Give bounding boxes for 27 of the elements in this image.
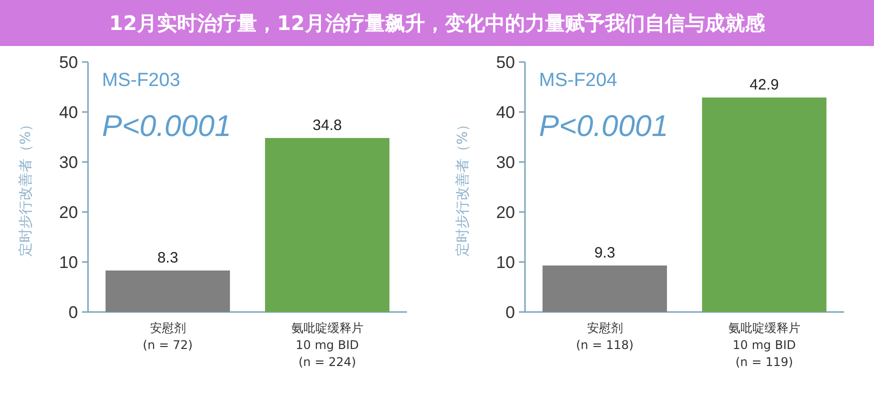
data-label: 8.3 bbox=[157, 250, 178, 266]
x-tick-label: 氨吡啶缓释片 10 mg BID (n = 224) bbox=[291, 321, 364, 369]
y-tick-label: 40 bbox=[59, 103, 78, 122]
y-axis-title: 定时步行改善者（%） bbox=[17, 117, 34, 257]
annotation: P<0.0001 bbox=[539, 110, 668, 143]
chart-title: MS-F204 bbox=[539, 70, 618, 91]
data-label: 42.9 bbox=[750, 76, 779, 94]
y-tick-label: 10 bbox=[496, 253, 515, 272]
chart-title: MS-F203 bbox=[102, 70, 180, 91]
y-tick-label: 50 bbox=[59, 53, 78, 72]
y-axis-title: 定时步行改善者（%） bbox=[454, 117, 471, 257]
y-tick-label: 30 bbox=[59, 153, 78, 172]
y-tick-label: 0 bbox=[506, 303, 515, 322]
x-tick-label: 氨吡啶缓释片 10 mg BID (n = 119) bbox=[728, 321, 800, 369]
x-tick-label: 安慰剂 (n = 72) bbox=[142, 321, 193, 352]
y-tick-label: 0 bbox=[68, 303, 78, 322]
annotation: P<0.0001 bbox=[102, 110, 232, 143]
y-tick-label: 10 bbox=[59, 253, 78, 272]
x-tick-label: 安慰剂 (n = 118) bbox=[576, 321, 634, 352]
data-label: 9.3 bbox=[594, 244, 616, 262]
y-tick-label: 40 bbox=[496, 103, 515, 122]
text: 12月实时治疗量，12月治疗量飙升，变化中的力量赋予我们自信与成就感 bbox=[109, 10, 765, 36]
y-tick-label: 20 bbox=[59, 203, 78, 222]
y-tick-label: 20 bbox=[496, 203, 515, 222]
data-label: 34.8 bbox=[312, 117, 342, 134]
y-tick-label: 50 bbox=[496, 53, 515, 72]
y-tick-label: 30 bbox=[496, 153, 515, 172]
